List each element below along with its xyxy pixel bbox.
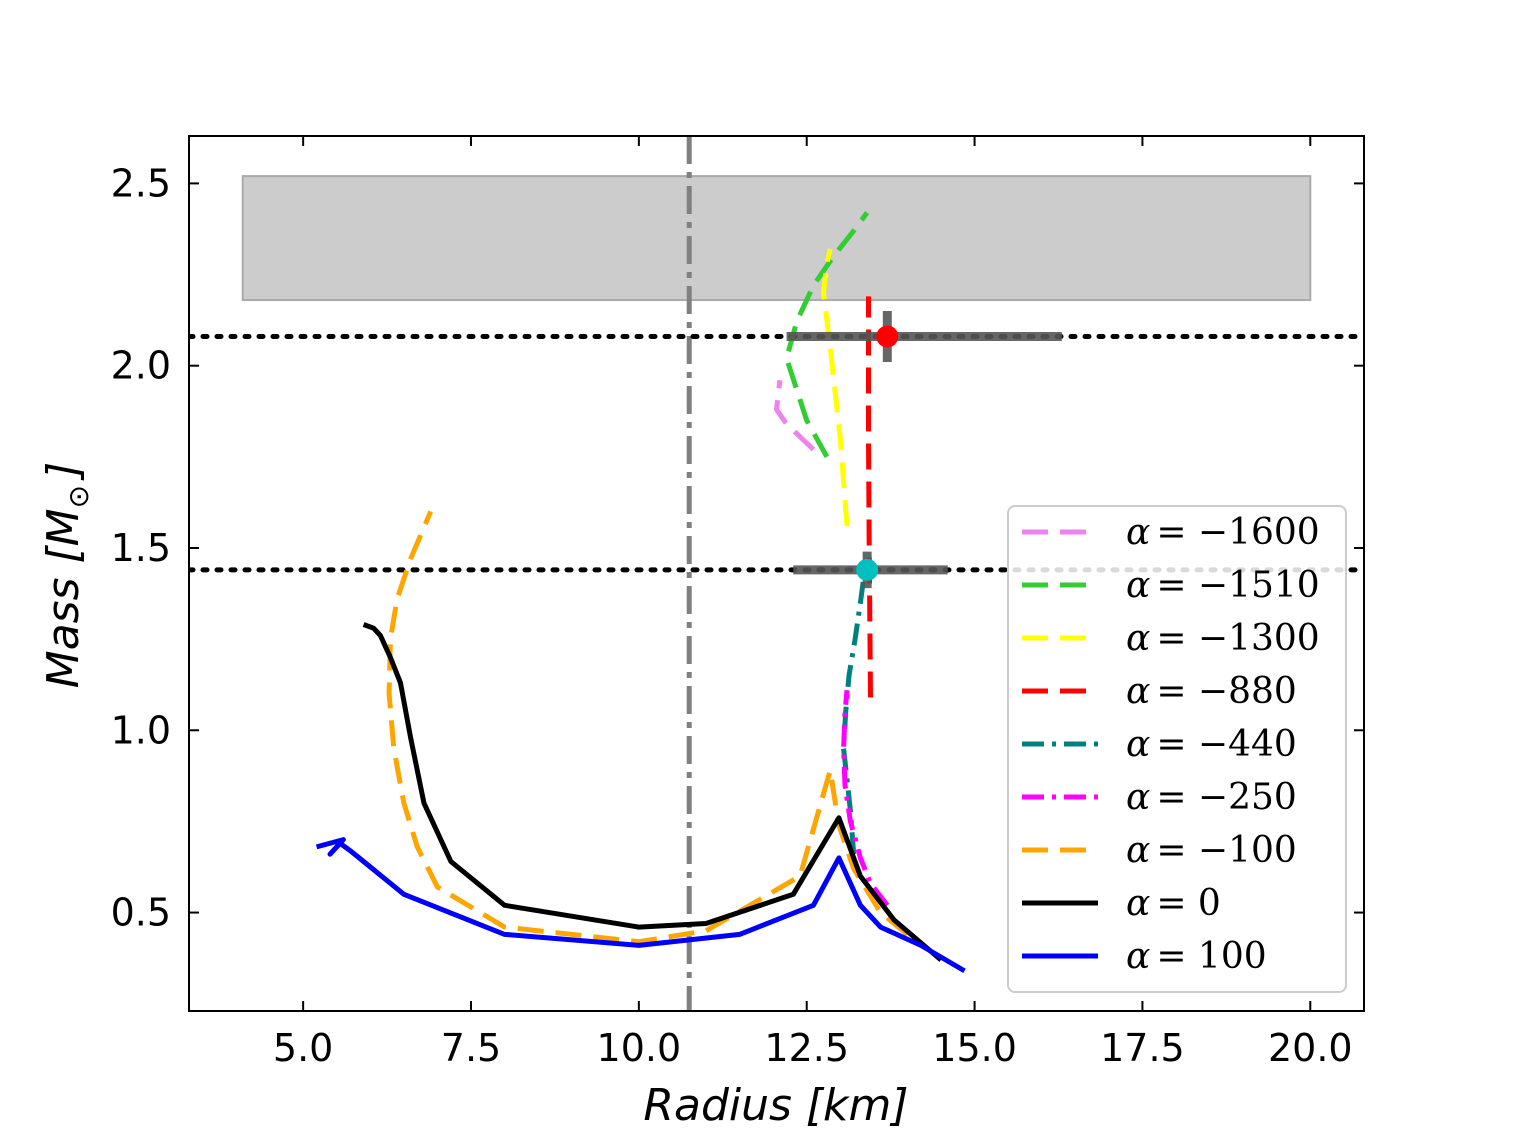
x-tick-label: 20.0 [1268,1026,1353,1070]
legend-alpha-value: = −250 [1156,777,1296,818]
y-tick-label: 1.5 [111,526,171,570]
legend-alpha-symbol: α [1126,512,1150,553]
y-axis-label-close: ] [38,462,89,481]
x-tick-label: 12.5 [764,1026,849,1070]
legend-label-7: α = 0 [1126,883,1221,924]
legend-label-6: α = −100 [1126,830,1297,871]
legend-alpha-symbol: α [1126,830,1150,871]
legend-alpha-value: = −440 [1156,724,1296,765]
legend-label-2: α = −1300 [1126,618,1320,659]
legend-alpha-value: = −1300 [1156,618,1319,659]
x-tick-label: 10.0 [597,1026,682,1070]
series-line-0 [774,380,816,452]
legend-alpha-value: = 0 [1156,883,1221,924]
y-axis-label-sun-symbol: ⊙ [62,485,95,508]
legend-label-0: α = −1600 [1126,512,1320,553]
plot-frame [188,135,1365,1012]
x-axis-label: Radius [km] [643,1080,908,1131]
legend-label-4: α = −440 [1126,724,1297,765]
series-line-2 [821,248,850,527]
legend-alpha-symbol: α [1126,777,1150,818]
shaded-mass-band [241,175,1312,302]
observation-point-0 [876,325,899,348]
legend-alpha-value: = −100 [1156,830,1296,871]
legend-alpha-symbol: α [1126,936,1150,977]
legend-alpha-symbol: α [1126,565,1150,606]
legend-alpha-value: = −1600 [1156,512,1319,553]
x-tick-label: 15.0 [932,1026,1017,1070]
plot-area [189,136,1364,1011]
y-axis-label-main: Mass [M [38,508,89,688]
legend-alpha-symbol: α [1126,883,1150,924]
legend-label-5: α = −250 [1126,777,1297,818]
series-line-6 [386,510,909,945]
legend-alpha-value: = −1510 [1156,565,1319,606]
y-tick-label: 2.0 [111,344,171,388]
y-tick-label: 2.5 [111,161,171,205]
y-axis-label: Mass [M⊙] [38,462,95,689]
series-line-7 [362,622,943,962]
observation-point-1 [856,558,879,581]
legend-box [1007,505,1347,993]
x-tick-label: 5.0 [273,1026,333,1070]
series-line-3 [866,296,873,698]
series-line-1 [784,211,870,459]
series-line-8 [315,837,966,974]
legend-label-3: α = −880 [1126,671,1297,712]
legend-alpha-symbol: α [1126,618,1150,659]
y-tick-label: 1.0 [111,708,171,752]
legend-label-1: α = −1510 [1126,565,1320,606]
legend-alpha-value: = 100 [1156,936,1266,977]
legend-alpha-value: = −880 [1156,671,1296,712]
x-tick-label: 7.5 [441,1026,501,1070]
series-line-5 [841,689,890,907]
legend-label-8: α = 100 [1126,936,1267,977]
legend-alpha-symbol: α [1126,724,1150,765]
y-tick-label: 0.5 [111,891,171,935]
x-tick-label: 17.5 [1100,1026,1185,1070]
axis-ticks: 5.0 7.5 10.0 12.5 15.0 17.5 20.0 0.5 1.0 1.5 2.0 2.… [111,136,1364,1070]
legend-alpha-symbol: α [1126,671,1150,712]
